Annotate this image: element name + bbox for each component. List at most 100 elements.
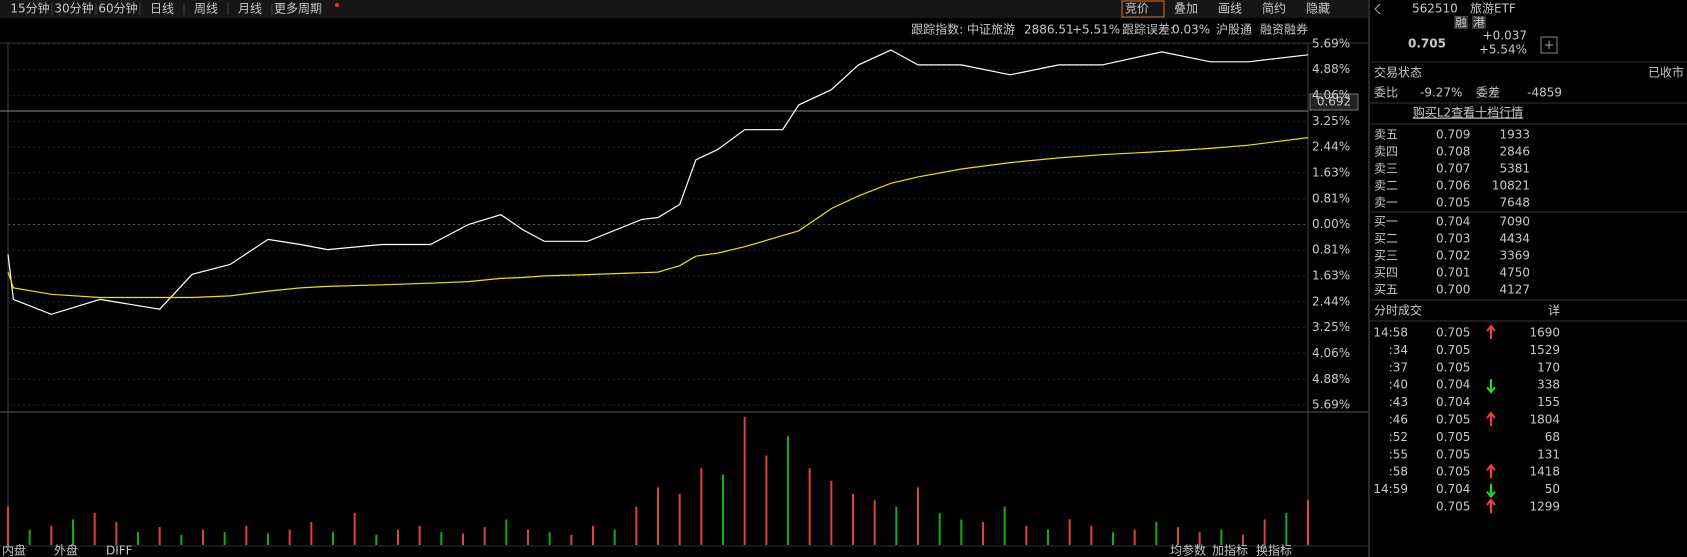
period-tab[interactable]: 日线 [150, 2, 174, 16]
volume-bar [1242, 534, 1244, 545]
trade-time: :46 [1389, 413, 1408, 427]
y-tick-label: 0.81% [1312, 191, 1350, 205]
volume-bar [375, 534, 378, 545]
volume-bar [678, 493, 681, 545]
trade-arrow-head [1486, 324, 1496, 332]
trade-volume: 1418 [1529, 465, 1560, 479]
volume-bar [1133, 529, 1136, 545]
book-volume: 1933 [1499, 128, 1530, 142]
volume-bar [288, 529, 291, 545]
volume-bar [1112, 532, 1114, 545]
tool-button[interactable]: 画线 [1218, 2, 1242, 16]
ratio-label: 委比 [1374, 86, 1398, 100]
book-price: 0.702 [1436, 249, 1470, 263]
footer-button[interactable]: 换指标 [1256, 543, 1292, 557]
volume-bar [440, 532, 443, 545]
volume-bar [982, 521, 984, 545]
book-volume: 2846 [1499, 145, 1530, 159]
trade-time: :52 [1389, 430, 1408, 444]
trade-time: :34 [1389, 343, 1408, 357]
tool-button[interactable]: 简约 [1262, 1, 1286, 16]
trade-price: 0.705 [1436, 360, 1470, 374]
book-volume: 4434 [1499, 232, 1530, 246]
link[interactable]: 沪股通 [1216, 23, 1252, 37]
volume-bar [397, 529, 399, 545]
book-volume: 4127 [1499, 283, 1530, 297]
footer-label: DIFF [106, 544, 133, 557]
book-label: 卖五 [1374, 128, 1398, 142]
book-volume: 4750 [1499, 266, 1530, 280]
y-tick-label: 0.81% [1312, 243, 1350, 257]
y-tick-label: 4.06% [1312, 88, 1350, 102]
change-pct: +5.54% [1479, 43, 1527, 57]
volume-bar [158, 527, 161, 545]
book-price: 0.707 [1436, 162, 1470, 176]
volume-bar [353, 513, 356, 545]
volume-bar [743, 417, 746, 545]
footer-button[interactable]: 均参数 [1170, 543, 1206, 557]
tool-button[interactable]: 竞价 [1125, 2, 1149, 16]
book-label: 卖三 [1374, 162, 1398, 176]
book-price: 0.709 [1436, 128, 1470, 142]
price-line-label: 0.692 [1317, 95, 1351, 109]
trade-volume: 1299 [1529, 500, 1560, 514]
period-tab[interactable]: 月线 [238, 2, 262, 16]
tool-button[interactable]: 隐藏 [1306, 2, 1330, 16]
last-price: 0.705 [1408, 37, 1446, 51]
volume-bar [852, 493, 854, 545]
volume-bar [1263, 519, 1266, 545]
volume-bar [28, 529, 31, 545]
y-tick-label: 4.88% [1312, 62, 1350, 76]
link[interactable]: 融资融券 [1260, 22, 1308, 37]
period-tab[interactable]: 更多周期 [274, 2, 322, 16]
volume-bar [635, 506, 638, 545]
trade-arrow-head [1486, 386, 1496, 394]
y-tick-label: 3.25% [1312, 114, 1350, 128]
trade-price: 0.704 [1436, 378, 1470, 392]
notify-dot [335, 3, 339, 7]
book-label: 卖四 [1374, 145, 1398, 159]
trade-time: 14:58 [1373, 326, 1408, 340]
book-price: 0.705 [1436, 196, 1470, 210]
y-tick-label: 5.69% [1312, 37, 1350, 51]
y-tick-label: 4.88% [1312, 372, 1350, 386]
period-tab[interactable]: 15分钟 [10, 1, 49, 16]
period-tab[interactable]: 30分钟 [54, 1, 93, 16]
period-tab[interactable]: 周线 [194, 2, 218, 16]
add-button[interactable] [1540, 36, 1558, 54]
book-label: 买三 [1374, 249, 1398, 263]
y-tick-label: 1.63% [1312, 269, 1350, 283]
volume-bar [1220, 529, 1223, 545]
book-volume: 3369 [1499, 249, 1530, 263]
volume-bar [613, 529, 616, 545]
trades-detail[interactable]: 详 [1548, 303, 1560, 318]
trade-time: :55 [1389, 447, 1408, 461]
volume-bar [7, 506, 9, 545]
trade-volume: 1804 [1529, 413, 1560, 427]
footer-button[interactable]: 加指标 [1212, 543, 1248, 557]
index-label: 跟踪指数: 中证旅游 [911, 22, 1015, 37]
volume-bar [548, 532, 551, 545]
volume-bar [1003, 506, 1006, 545]
y-tick-label: 5.69% [1312, 398, 1350, 412]
volume-bar [332, 532, 334, 545]
back-arrow[interactable] [1374, 3, 1381, 15]
tag: 融 [1455, 16, 1467, 30]
period-tab[interactable]: 60分钟 [98, 1, 137, 16]
y-tick-label: 0.00% [1312, 217, 1350, 231]
volume-bar [483, 527, 486, 545]
volume-bar [50, 525, 53, 545]
volume-bar [808, 468, 811, 545]
trade-price: 0.705 [1436, 343, 1470, 357]
volume-bar [418, 525, 421, 545]
tool-button[interactable]: 叠加 [1174, 2, 1198, 16]
volume-bar [960, 519, 963, 545]
diff-label: 委差 [1476, 86, 1500, 100]
trade-price: 0.705 [1436, 500, 1470, 514]
error-label: 跟踪误差: [1122, 23, 1174, 37]
status-label: 交易状态 [1374, 65, 1422, 80]
l2-link[interactable]: 购买L2查看十档行情 [1413, 105, 1523, 120]
ratio: -9.27% [1420, 86, 1462, 100]
